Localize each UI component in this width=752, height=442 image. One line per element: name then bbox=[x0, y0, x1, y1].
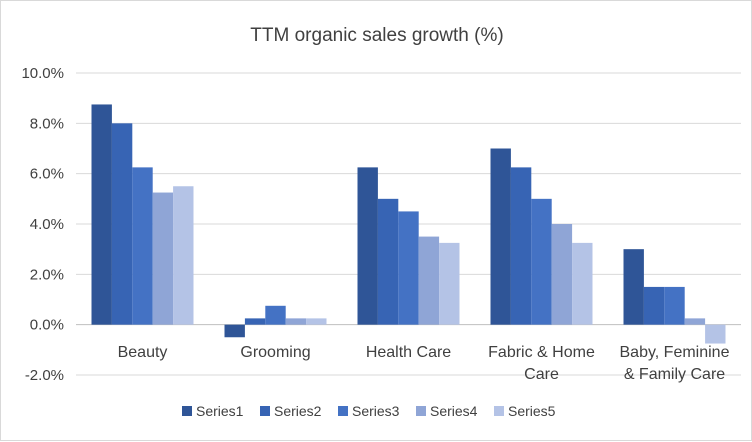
bar-series3 bbox=[531, 198, 552, 325]
category-label: Fabric & Home bbox=[488, 344, 595, 361]
legend-label-series1: Series1 bbox=[196, 403, 244, 419]
category-label: Care bbox=[524, 366, 559, 383]
y-tick-label: 0.0% bbox=[30, 317, 64, 334]
legend-label-series3: Series3 bbox=[352, 403, 400, 419]
bars bbox=[91, 104, 726, 344]
bar-series2 bbox=[111, 123, 133, 325]
bar-series5 bbox=[173, 186, 194, 325]
bar-series2 bbox=[244, 318, 266, 325]
bar-series2 bbox=[643, 286, 665, 325]
bar-series5 bbox=[306, 318, 327, 325]
bar-series2 bbox=[510, 167, 532, 325]
bar-series1 bbox=[224, 324, 245, 338]
bar-series1 bbox=[91, 104, 112, 325]
legend-label-series4: Series4 bbox=[430, 403, 478, 419]
bar-series4 bbox=[551, 224, 573, 325]
bar-series3 bbox=[398, 211, 419, 325]
legend-swatch-series5 bbox=[494, 406, 504, 416]
bar-series4 bbox=[684, 318, 706, 325]
legend-swatch-series4 bbox=[416, 406, 426, 416]
legend-label-series5: Series5 bbox=[508, 403, 556, 419]
y-tick-label: -2.0% bbox=[25, 367, 64, 384]
bar-series5 bbox=[705, 324, 726, 344]
category-label: Baby, Feminine bbox=[620, 344, 730, 361]
y-tick-label: 4.0% bbox=[30, 216, 64, 233]
bar-series4 bbox=[152, 192, 174, 325]
legend-swatch-series3 bbox=[338, 406, 348, 416]
y-tick-label: 2.0% bbox=[30, 266, 64, 283]
category-label: Health Care bbox=[366, 344, 451, 361]
y-tick-label: 8.0% bbox=[30, 115, 64, 132]
category-label: Grooming bbox=[240, 344, 310, 361]
bar-series3 bbox=[265, 305, 286, 325]
bar-series2 bbox=[377, 198, 399, 325]
chart-title: TTM organic sales growth (%) bbox=[250, 25, 503, 46]
bar-series1 bbox=[623, 249, 644, 325]
bar-series4 bbox=[418, 236, 440, 325]
category-label: & Family Care bbox=[624, 366, 725, 383]
legend: Series1 Series2 Series3 Series4 Series5 bbox=[182, 403, 556, 419]
bar-series3 bbox=[132, 167, 153, 325]
category-labels: Beauty Grooming Health Care Fabric & Home Ca… bbox=[118, 344, 730, 383]
bar-series5 bbox=[572, 242, 593, 325]
legend-swatch-series2 bbox=[260, 406, 270, 416]
y-axis-tick-labels: -2.0% 0.0% 2.0% 4.0% 6.0% 8.0% 10.0% bbox=[21, 65, 64, 384]
legend-swatch-series1 bbox=[182, 406, 192, 416]
category-label: Beauty bbox=[118, 344, 168, 361]
y-tick-label: 6.0% bbox=[30, 166, 64, 183]
bar-series4 bbox=[285, 318, 307, 325]
y-tick-label: 10.0% bbox=[21, 65, 64, 82]
bar-series1 bbox=[490, 148, 511, 325]
bar-series5 bbox=[439, 242, 460, 325]
bar-series1 bbox=[357, 167, 378, 325]
bar-series3 bbox=[664, 286, 685, 325]
legend-label-series2: Series2 bbox=[274, 403, 322, 419]
